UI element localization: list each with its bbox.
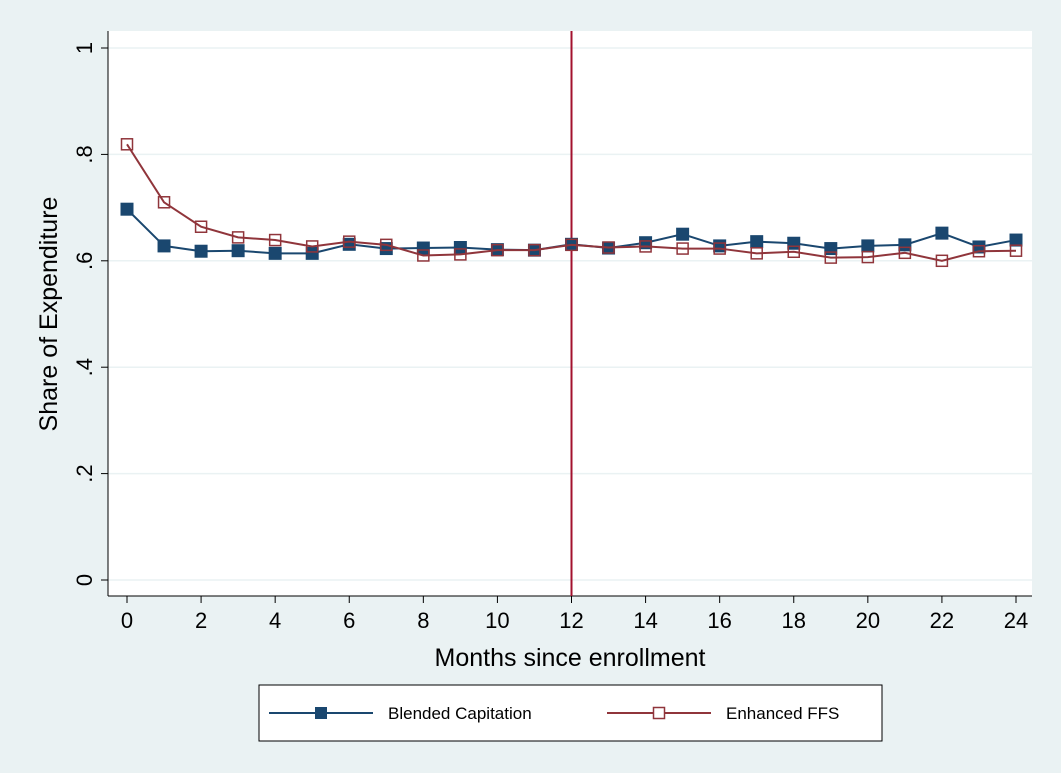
y-tick-label: .4 [72,358,97,376]
x-tick-label: 12 [559,608,583,633]
y-tick-label: .2 [72,464,97,482]
data-point [268,246,282,260]
data-point [157,196,171,209]
data-point [861,239,875,253]
x-tick-label: 20 [856,608,880,633]
data-point [639,240,652,253]
data-point [380,238,393,252]
data-point [602,241,615,254]
grid-lines [108,47,1032,581]
series [120,138,1023,268]
plot-area [108,31,1032,596]
x-tick-label: 8 [417,608,429,633]
x-axis-title: Months since enrollment [435,644,706,672]
data-point [1009,233,1023,247]
data-point [268,233,282,247]
legend-items: Blended Capitation Enhanced FFS [269,704,839,723]
data-point [120,202,134,216]
data-point [343,235,356,248]
y-tick-label: .6 [72,252,97,270]
y-tick-label: .8 [72,145,97,163]
x-tick-label: 4 [269,608,281,633]
x-tick-label: 2 [195,608,207,633]
data-point [416,241,430,255]
data-point [787,245,800,259]
data-point [194,220,208,234]
data-point [750,235,764,249]
x-tick-label: 16 [707,608,731,633]
data-point [898,246,912,260]
y-tick-label: 0 [72,574,97,586]
data-point [305,240,319,253]
axes: 0.2.4.6.810 2 4 6 8 10 12 14 16 18 20 22 24 [72,31,1032,633]
data-point [750,247,763,260]
data-point [194,244,208,258]
data-point [676,227,690,241]
x-tick-label: 18 [782,608,806,633]
data-point [157,239,171,253]
data-point [120,138,134,151]
series-line [126,143,1017,262]
data-point [935,254,949,268]
data-point [528,243,541,257]
data-point [491,243,504,257]
legend-marker [652,706,666,720]
legend-label: Enhanced FFS [726,704,839,723]
data-point [861,250,875,264]
legend-label: Blended Capitation [388,704,532,723]
data-point [1009,244,1023,257]
data-point [231,231,245,244]
x-tick-label: 24 [1004,608,1028,633]
data-point [231,244,245,258]
data-point [565,238,578,252]
legend: Blended Capitation Enhanced FFS [258,684,883,742]
x-tick-label: 0 [121,608,133,633]
data-point [676,242,689,255]
legend-marker [315,707,327,719]
y-tick-label: 1 [72,42,97,54]
x-tick-label: 10 [485,608,509,633]
x-tick-label: 22 [930,608,954,633]
data-point [417,249,430,262]
data-point [935,226,949,240]
x-tick-label: 14 [633,608,657,633]
data-point [454,248,467,261]
data-point [824,251,838,264]
data-point [713,242,726,255]
y-axis-title: Share of Expenditure [35,197,63,432]
x-tick-label: 6 [343,608,355,633]
data-point [972,244,986,258]
